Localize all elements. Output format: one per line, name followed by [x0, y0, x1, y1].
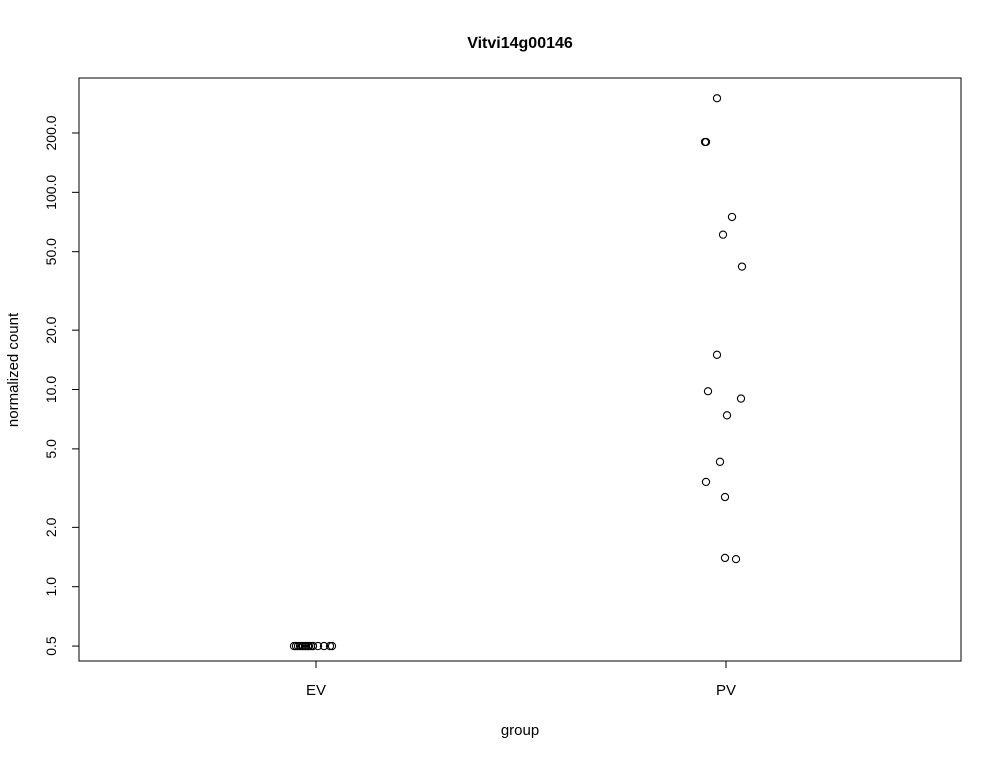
data-point: [712, 94, 722, 103]
data-point: [313, 641, 323, 651]
data-point: [319, 641, 329, 651]
data-point: [308, 641, 318, 651]
y-tick-label: 200.0: [43, 115, 59, 150]
y-tick-label: 100.0: [43, 175, 59, 210]
data-point: [327, 641, 337, 651]
data-point: [703, 387, 713, 396]
y-tick-label: 20.0: [43, 316, 59, 343]
data-point: [720, 492, 730, 502]
data-point: [722, 411, 732, 420]
data-point: [712, 350, 722, 359]
y-tick-label: 2.0: [43, 517, 59, 537]
data-points: [289, 94, 747, 651]
y-tick-label: 0.5: [43, 636, 59, 656]
x-tick-label: EV: [306, 682, 326, 699]
y-tick-label: 50.0: [43, 238, 59, 265]
data-point: [731, 554, 741, 564]
chart-title: Vitvi14g00146: [467, 35, 573, 52]
y-axis-label: normalized count: [5, 312, 22, 427]
data-point: [720, 553, 730, 563]
y-tick-label: 5.0: [43, 439, 59, 459]
y-tick-label: 1.0: [43, 577, 59, 597]
x-axis-label: group: [501, 722, 539, 739]
data-point: [737, 262, 747, 271]
data-point: [715, 457, 725, 466]
x-axis: EV PV: [306, 661, 736, 699]
x-tick-label: PV: [716, 682, 736, 699]
plot-frame: [78, 77, 962, 662]
data-point: [700, 137, 710, 147]
y-axis: 0.5 1.0 2.0 5.0 10.0 20.0 50.0 100.0 200.0: [43, 115, 79, 656]
y-tick-label: 10.0: [43, 376, 59, 403]
data-point: [718, 230, 728, 239]
data-point: [736, 394, 746, 403]
data-point: [727, 212, 737, 222]
data-point: [701, 477, 711, 487]
